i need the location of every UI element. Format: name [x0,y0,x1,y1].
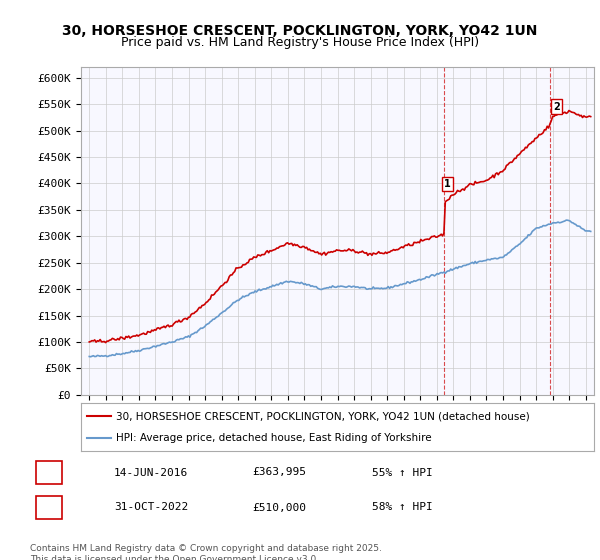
FancyBboxPatch shape [36,496,62,520]
Text: 31-OCT-2022: 31-OCT-2022 [114,502,188,512]
Text: £363,995: £363,995 [252,468,306,478]
Text: 55% ↑ HPI: 55% ↑ HPI [372,468,433,478]
Text: 1: 1 [46,468,53,478]
FancyBboxPatch shape [36,461,62,484]
Text: 58% ↑ HPI: 58% ↑ HPI [372,502,433,512]
Text: 2: 2 [46,502,53,512]
Text: Price paid vs. HM Land Registry's House Price Index (HPI): Price paid vs. HM Land Registry's House … [121,36,479,49]
Text: 14-JUN-2016: 14-JUN-2016 [114,468,188,478]
Text: 30, HORSESHOE CRESCENT, POCKLINGTON, YORK, YO42 1UN: 30, HORSESHOE CRESCENT, POCKLINGTON, YOR… [62,24,538,38]
Text: 1: 1 [444,179,451,189]
Text: 2: 2 [553,102,560,112]
Text: £510,000: £510,000 [252,502,306,512]
Text: 30, HORSESHOE CRESCENT, POCKLINGTON, YORK, YO42 1UN (detached house): 30, HORSESHOE CRESCENT, POCKLINGTON, YOR… [116,411,530,421]
Text: HPI: Average price, detached house, East Riding of Yorkshire: HPI: Average price, detached house, East… [116,433,431,443]
Text: Contains HM Land Registry data © Crown copyright and database right 2025.
This d: Contains HM Land Registry data © Crown c… [30,544,382,560]
